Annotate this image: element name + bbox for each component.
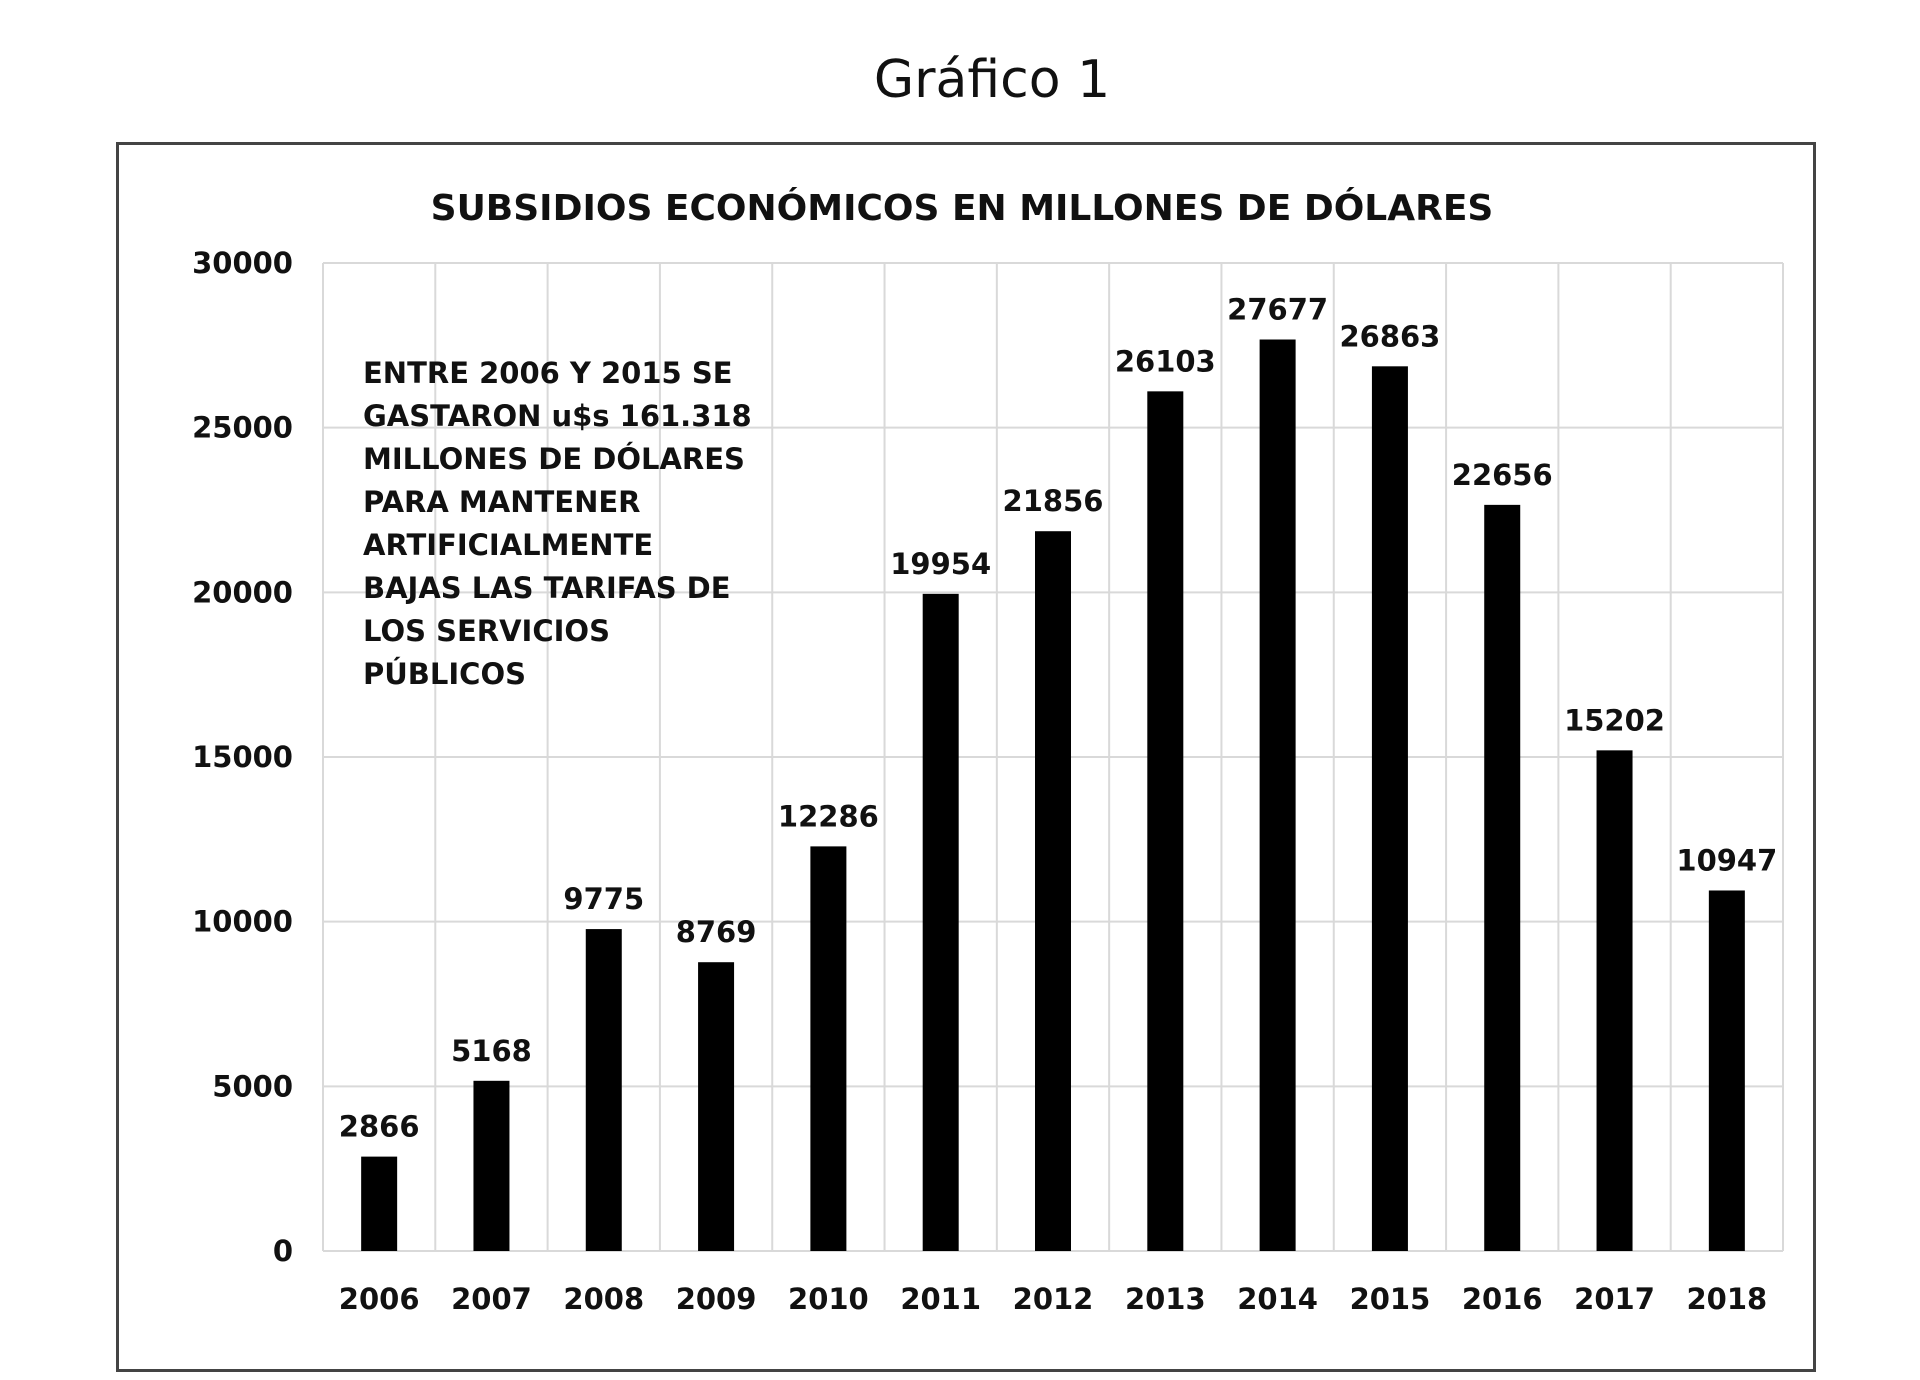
x-tick-label: 2009 (676, 1282, 757, 1316)
annotation-line: PÚBLICOS (363, 657, 526, 691)
y-tick-label: 15000 (192, 740, 293, 774)
x-tick-label: 2006 (339, 1282, 420, 1316)
figure-caption: Gráfico 1 (873, 50, 1111, 110)
bar-chart: SUBSIDIOS ECONÓMICOS EN MILLONES DE DÓLA… (192, 187, 1784, 1316)
bar-2014 (1259, 339, 1296, 1251)
x-tick-label: 2015 (1350, 1282, 1431, 1316)
annotation-line: PARA MANTENER (363, 485, 640, 519)
bar-2018 (1708, 890, 1745, 1251)
x-tick-label: 2012 (1013, 1282, 1094, 1316)
annotation-line: GASTARON u$s 161.318 (363, 399, 752, 433)
y-tick-label: 30000 (192, 246, 293, 280)
x-tick-label: 2018 (1686, 1282, 1767, 1316)
data-label: 10947 (1676, 843, 1777, 877)
y-tick-label: 0 (273, 1234, 293, 1268)
bar-2016 (1484, 504, 1521, 1251)
bar-2012 (1035, 531, 1071, 1251)
x-tick-label: 2007 (451, 1282, 532, 1316)
data-label: 22656 (1452, 458, 1553, 492)
annotation-line: LOS SERVICIOS (363, 614, 610, 648)
bar-2015 (1371, 366, 1408, 1251)
x-tick-label: 2011 (900, 1282, 981, 1316)
annotation-line: BAJAS LAS TARIFAS DE (363, 571, 731, 605)
data-label: 9775 (563, 882, 644, 916)
data-label: 5168 (451, 1034, 532, 1068)
x-tick-label: 2013 (1125, 1282, 1206, 1316)
y-tick-label: 25000 (192, 411, 293, 445)
x-tick-label: 2010 (788, 1282, 869, 1316)
x-tick-label: 2014 (1237, 1282, 1318, 1316)
bar-2008 (585, 929, 622, 1251)
bar-2011 (922, 593, 959, 1251)
bar-2010 (810, 846, 847, 1251)
y-tick-label: 20000 (192, 575, 293, 609)
annotation-line: ARTIFICIALMENTE (363, 528, 653, 562)
data-label: 8769 (676, 915, 757, 949)
annotation-box: ENTRE 2006 Y 2015 SE GASTARON u$s 161.318… (363, 356, 752, 691)
data-label: 27677 (1227, 293, 1328, 327)
data-label: 2866 (339, 1110, 420, 1144)
annotation-line: MILLONES DE DÓLARES (363, 442, 745, 476)
labels-layer: 2866 5168 9775 8769 12286 19954 21856 26103 2767… (339, 293, 1778, 1144)
bar-2006 (361, 1156, 398, 1251)
data-label: 26103 (1115, 344, 1216, 378)
bar-2013 (1147, 391, 1184, 1251)
data-label: 19954 (890, 547, 991, 581)
data-label: 26863 (1339, 319, 1440, 353)
x-tick-label: 2008 (563, 1282, 644, 1316)
annotation-line: ENTRE 2006 Y 2015 SE (363, 356, 733, 390)
bar-2017 (1596, 750, 1633, 1251)
chart-title: SUBSIDIOS ECONÓMICOS EN MILLONES DE DÓLA… (431, 187, 1494, 229)
x-tick-label: 2016 (1462, 1282, 1543, 1316)
bars-layer (361, 339, 1745, 1251)
y-tick-label: 5000 (212, 1069, 293, 1103)
y-tick-label: 10000 (192, 905, 293, 939)
chart-frame: SUBSIDIOS ECONÓMICOS EN MILLONES DE DÓLA… (116, 142, 1816, 1372)
data-label: 15202 (1564, 703, 1665, 737)
data-label: 12286 (778, 799, 879, 833)
data-label: 21856 (1003, 484, 1104, 518)
bar-2009 (698, 962, 735, 1251)
axis-layer: 0 5000 10000 15000 20000 25000 30000 2006 2007 20… (192, 246, 1767, 1316)
x-tick-label: 2017 (1574, 1282, 1655, 1316)
bar-2007 (473, 1080, 510, 1251)
